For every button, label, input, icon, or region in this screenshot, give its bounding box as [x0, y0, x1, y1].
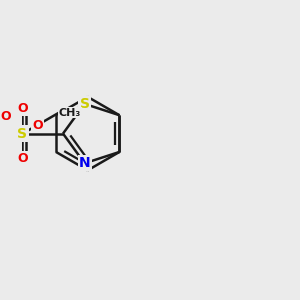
Text: N: N — [79, 156, 90, 170]
Text: O: O — [17, 152, 28, 165]
Text: CH₃: CH₃ — [59, 108, 81, 118]
Text: S: S — [17, 127, 28, 141]
Text: S: S — [80, 97, 90, 111]
Text: O: O — [32, 119, 43, 132]
Text: O: O — [0, 110, 11, 123]
Text: O: O — [17, 102, 28, 115]
